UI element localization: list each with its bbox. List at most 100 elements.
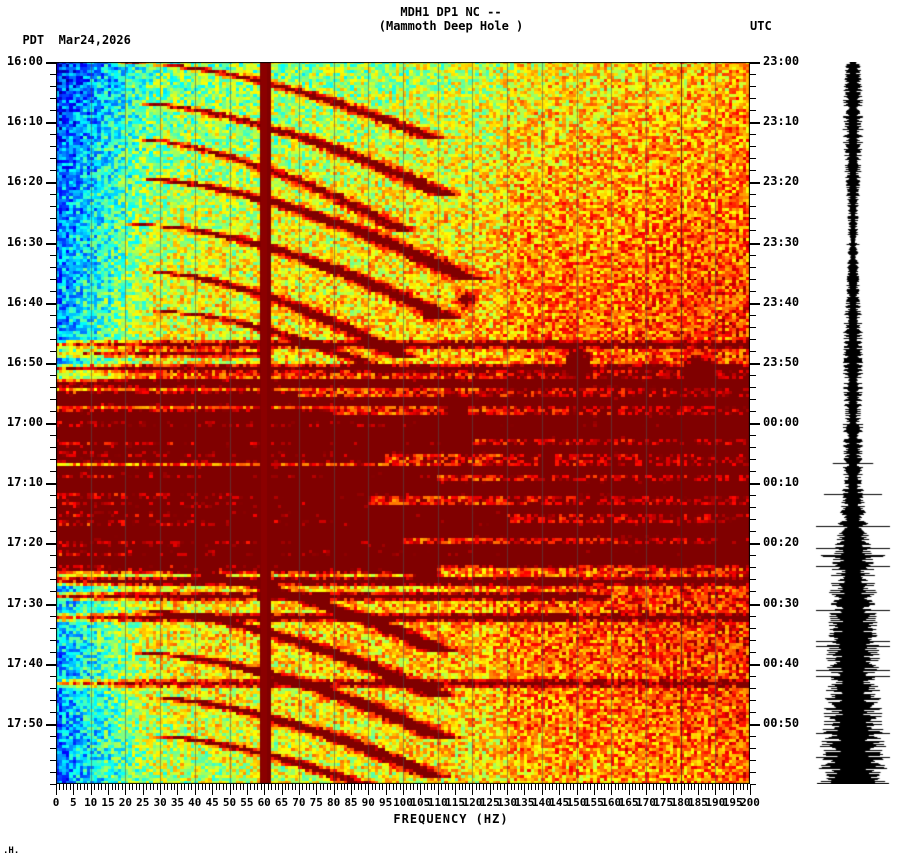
tick-left-major [46, 483, 56, 485]
tick-left-minor [50, 471, 56, 472]
tick-freq-major [455, 784, 456, 795]
tick-freq-minor [479, 784, 480, 790]
tick-left-major [46, 122, 56, 124]
tick-freq-minor [118, 784, 119, 790]
tick-freq-minor [448, 784, 449, 790]
tick-freq-minor [278, 784, 279, 790]
tick-left-minor [50, 555, 56, 556]
time-label-left-0: 16:00 [6, 54, 43, 68]
frequency-label-195: 195 [722, 796, 743, 809]
tick-freq-minor [549, 784, 550, 790]
time-label-right-10: 00:40 [763, 655, 800, 670]
tick-freq-minor [268, 784, 269, 790]
frequency-label-45: 45 [205, 796, 219, 809]
tick-freq-minor [375, 784, 376, 790]
tick-freq-minor [198, 784, 199, 790]
tick-freq-minor [677, 784, 678, 790]
tick-left-major [46, 182, 56, 184]
tick-freq-minor [101, 784, 102, 790]
tick-left-minor [50, 327, 56, 328]
tick-freq-major [334, 784, 335, 795]
time-label-left-8: 17:20 [6, 535, 43, 550]
tick-freq-minor [441, 784, 442, 790]
tick-left-minor [50, 688, 56, 689]
tick-freq-major [282, 784, 283, 795]
spectrogram-plot[interactable] [56, 62, 750, 784]
tick-left-major [46, 303, 56, 305]
tick-freq-major [594, 784, 595, 795]
tick-freq-minor [254, 784, 255, 790]
tick-freq-minor [642, 784, 643, 790]
time-label-right-4: 23:40 [763, 294, 800, 309]
tick-freq-minor [115, 784, 116, 790]
frequency-label-180: 180 [670, 796, 691, 809]
tick-freq-major [143, 784, 144, 795]
tick-right-minor [750, 591, 756, 592]
tick-freq-major [73, 784, 74, 795]
frequency-label-150: 150 [566, 796, 587, 809]
tick-freq-minor [656, 784, 657, 790]
tick-freq-minor [164, 784, 165, 790]
time-label-right-6: 00:00 [763, 415, 800, 429]
tick-freq-minor [615, 784, 616, 790]
tick-freq-minor [483, 784, 484, 790]
tick-right-minor [750, 519, 756, 520]
tick-freq-minor [552, 784, 553, 790]
frequency-label-165: 165 [618, 796, 639, 809]
tick-freq-minor [136, 784, 137, 790]
tick-freq-major [559, 784, 560, 795]
tick-right-minor [750, 736, 756, 737]
time-label-right-11: 00:50 [763, 715, 800, 730]
tick-freq-minor [580, 784, 581, 790]
tick-freq-minor [330, 784, 331, 790]
time-label-left-4: 16:40 [6, 294, 43, 309]
tick-freq-minor [427, 784, 428, 790]
tick-freq-minor [462, 784, 463, 790]
tick-freq-minor [587, 784, 588, 790]
tick-left-minor [50, 760, 56, 761]
header-date: Mar24,2026 [58, 33, 131, 47]
tick-freq-minor [393, 784, 394, 790]
tick-left-minor [50, 230, 56, 231]
tick-freq-minor [726, 784, 727, 790]
tick-freq-major [386, 784, 387, 795]
tick-right-minor [750, 230, 756, 231]
tick-freq-minor [701, 784, 702, 790]
tick-left-minor [50, 495, 56, 496]
tick-freq-minor [747, 784, 748, 790]
tick-freq-minor [66, 784, 67, 790]
tick-freq-minor [476, 784, 477, 790]
time-label-right-1: 23:10 [763, 114, 800, 129]
time-label-right-2: 23:20 [763, 174, 800, 189]
time-label-right-3: 23:30 [763, 234, 800, 249]
tick-left-minor [50, 170, 56, 171]
tick-left-minor [50, 447, 56, 448]
tick-left-minor [50, 134, 56, 135]
tick-right-major [750, 363, 760, 365]
seismogram-trace[interactable] [815, 62, 891, 784]
tick-left-minor [50, 267, 56, 268]
tick-freq-minor [573, 784, 574, 790]
tick-freq-minor [691, 784, 692, 790]
tick-freq-minor [240, 784, 241, 790]
tick-right-minor [750, 206, 756, 207]
frequency-label-120: 120 [462, 796, 483, 809]
frequency-label-90: 90 [361, 796, 375, 809]
frequency-label-65: 65 [274, 796, 289, 809]
tick-freq-major [351, 784, 352, 795]
tick-freq-minor [63, 784, 64, 790]
tick-freq-minor [302, 784, 303, 790]
tick-freq-minor [618, 784, 619, 790]
tick-freq-major [403, 784, 404, 795]
tick-freq-minor [434, 784, 435, 790]
tick-right-minor [750, 291, 756, 292]
tick-freq-minor [226, 784, 227, 790]
tick-right-minor [750, 267, 756, 268]
tick-freq-minor [531, 784, 532, 790]
frequency-label-35: 35 [170, 796, 185, 809]
frequency-label-105: 105 [410, 796, 431, 809]
tick-freq-minor [563, 784, 564, 790]
frequency-label-100: 100 [393, 796, 413, 809]
tick-right-minor [750, 495, 756, 496]
tick-freq-minor [347, 784, 348, 790]
